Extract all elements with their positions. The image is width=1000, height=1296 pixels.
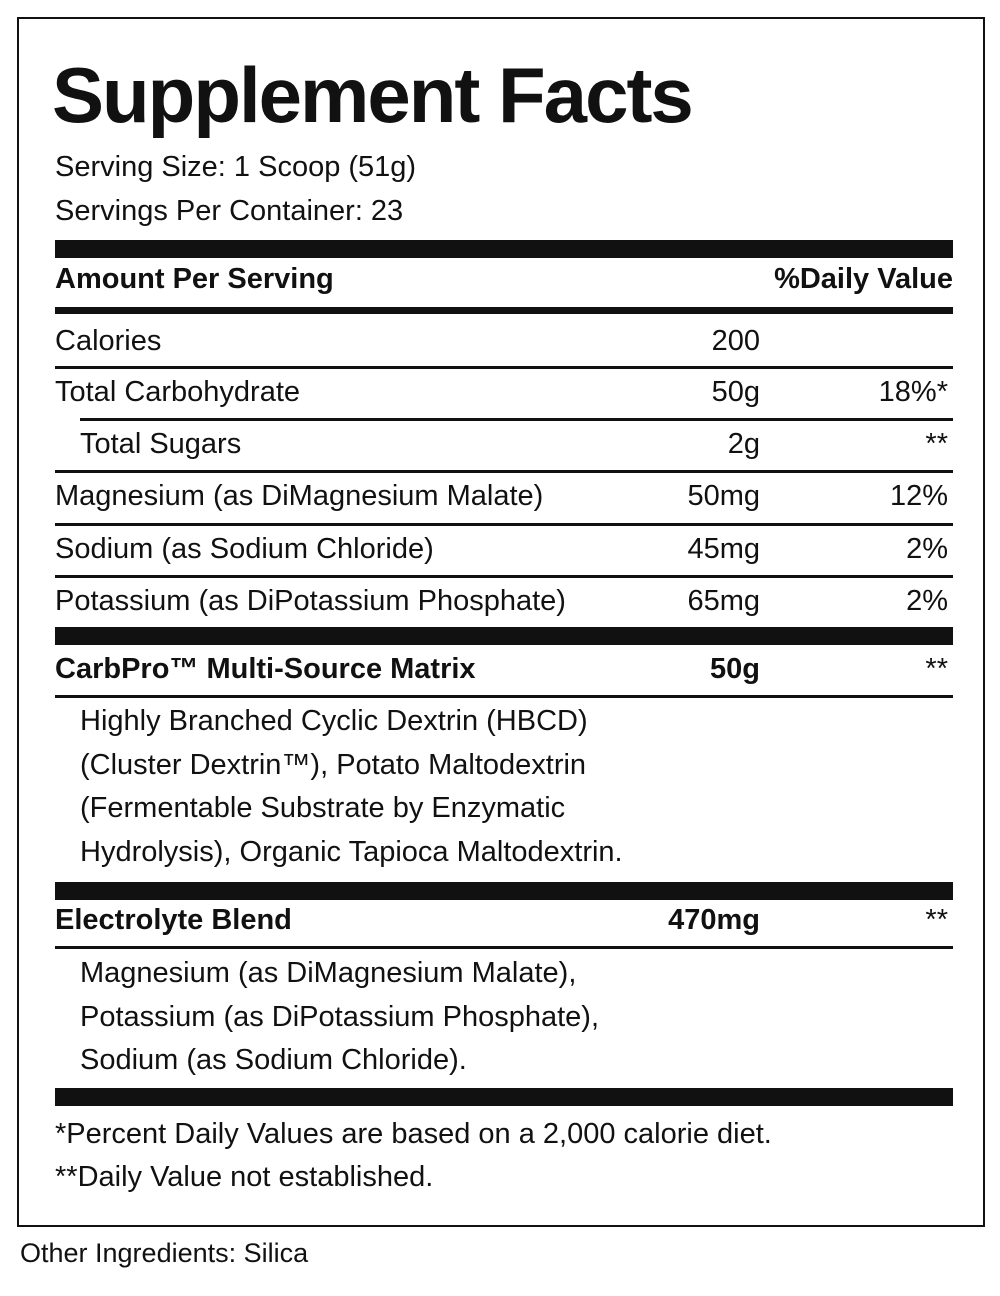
blend-dv: **: [925, 904, 948, 936]
row-dv: 2%: [906, 585, 948, 617]
row-amount: 45mg: [687, 533, 760, 565]
divider-thick: [55, 882, 953, 900]
blend-ingredients-line: Highly Branched Cyclic Dextrin (HBCD): [80, 705, 588, 737]
blend-ingredients-line: (Cluster Dextrin™), Potato Maltodextrin: [80, 749, 587, 781]
blend-ingredients-line: (Fermentable Substrate by Enzymatic: [80, 792, 566, 824]
divider-thin: [80, 418, 953, 421]
divider-thin: [55, 470, 953, 473]
row-amount: 50mg: [687, 480, 760, 512]
supplement-facts-panel: [17, 17, 985, 1227]
blend-ingredients-line: Hydrolysis), Organic Tapioca Maltodextri…: [80, 836, 623, 868]
divider-medium: [55, 307, 953, 314]
row-dv: 12%: [889, 480, 948, 512]
row-name: Sodium (as Sodium Chloride): [55, 533, 434, 565]
servings-per-container: Servings Per Container: 23: [55, 195, 404, 227]
row-dv: **: [925, 428, 948, 460]
divider-thin: [55, 523, 953, 526]
footnote: *Percent Daily Values are based on a 2,0…: [55, 1118, 772, 1150]
blend-name: Electrolyte Blend: [55, 904, 292, 936]
divider-thin: [55, 366, 953, 369]
blend-name: CarbPro™ Multi-Source Matrix: [55, 653, 476, 685]
serving-size: Serving Size: 1 Scoop (51g): [55, 151, 417, 183]
blend-ingredients-line: Potassium (as DiPotassium Phosphate),: [80, 1001, 599, 1033]
row-name: Potassium (as DiPotassium Phosphate): [55, 585, 566, 617]
daily-value-header: %Daily Value: [774, 263, 953, 295]
divider-thin: [55, 946, 953, 949]
blend-ingredients-line: Magnesium (as DiMagnesium Malate),: [80, 957, 577, 989]
row-name: Total Carbohydrate: [55, 376, 301, 408]
panel-title: Supplement Facts: [52, 51, 694, 139]
row-dv: 2%: [906, 533, 948, 565]
row-amount: 200: [711, 325, 760, 357]
blend-amount: 470mg: [668, 904, 760, 936]
row-amount: 2g: [727, 428, 760, 460]
other-ingredients: Other Ingredients: Silica: [20, 1238, 309, 1268]
row-name: Magnesium (as DiMagnesium Malate): [55, 480, 544, 512]
row-amount: 50g: [711, 376, 760, 408]
row-name: Total Sugars: [80, 428, 242, 460]
row-name: Calories: [55, 325, 162, 357]
footnote: **Daily Value not established.: [55, 1161, 434, 1193]
divider-thick: [55, 627, 953, 645]
divider-thick: [55, 240, 953, 258]
blend-amount: 50g: [710, 653, 760, 685]
amount-per-serving-header: Amount Per Serving: [55, 263, 334, 295]
divider-thick: [55, 1088, 953, 1106]
row-dv: 18%*: [878, 376, 948, 408]
blend-ingredients-line: Sodium (as Sodium Chloride).: [80, 1044, 467, 1076]
divider-thin: [55, 575, 953, 578]
divider-thin: [55, 695, 953, 698]
blend-dv: **: [925, 653, 948, 685]
row-amount: 65mg: [687, 585, 760, 617]
